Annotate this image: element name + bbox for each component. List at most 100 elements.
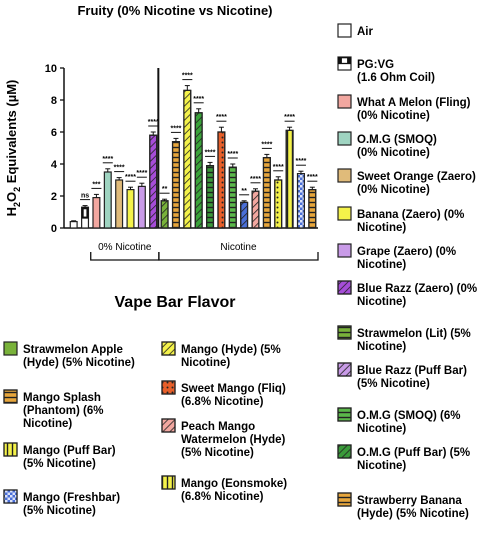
sig-label: **** (307, 174, 318, 181)
legend-item: Blue Razz (Zaero) (0% Nicotine) (337, 280, 477, 308)
bar (262, 157, 271, 229)
legend-label: Mango (Hyde) (5% Nicotine) (181, 344, 281, 369)
sig-label: **** (114, 165, 125, 172)
sig-label: **** (261, 141, 272, 148)
legend-swatch (337, 362, 352, 377)
sig-label: **** (205, 149, 216, 156)
legend-item: What A Melon (Fling) (0% Nicotine) (337, 94, 471, 122)
bar (285, 129, 294, 229)
legend-swatch (3, 442, 18, 457)
chart-title: Fruity (0% Nicotine vs Nicotine) (77, 3, 272, 18)
legend-label: Grape (Zaero) (0% Nicotine) (357, 246, 456, 271)
legend-swatch (3, 389, 18, 404)
legend-item: Sweet Mango (Fliq) (6.8% Nicotine) (161, 380, 286, 408)
legend-label: Banana (Zaero) (0% Nicotine) (357, 209, 464, 234)
y-axis-label: H2O2 Equivalents (µM) (4, 80, 22, 217)
sig-label: ** (241, 188, 247, 195)
sig-label: **** (136, 170, 147, 177)
bar (81, 206, 90, 229)
sig-label: ns (81, 193, 89, 200)
legend-swatch (161, 341, 176, 356)
legend-swatch (337, 243, 352, 258)
legend-item: Strawmelon Apple (Hyde) (5% Nicotine) (3, 341, 135, 369)
legend-item: O.M.G (SMOQ) (0% Nicotine) (337, 131, 437, 159)
legend-item: Air (337, 23, 374, 38)
y-tick-label: 6 (51, 127, 57, 139)
legend-swatch (337, 280, 352, 295)
legend-swatch (337, 444, 352, 459)
legend-swatch (161, 475, 176, 490)
y-tick-label: 4 (51, 159, 58, 171)
legend-label: Peach Mango Watermelon (Hyde) (5% Nicotine… (181, 421, 286, 459)
legend-item: Banana (Zaero) (0% Nicotine) (337, 206, 464, 234)
bar (228, 166, 237, 229)
legend-item: Mango (Eonsmoke) (6.8% Nicotine) (161, 475, 287, 503)
sig-label: **** (273, 164, 284, 171)
legend-item: O.M.G (Puff Bar) (5% Nicotine) (337, 444, 470, 472)
bar (137, 185, 146, 229)
sig-label: *** (92, 181, 100, 188)
sig-label: **** (193, 96, 204, 103)
bar (183, 89, 192, 229)
legend-swatch (337, 56, 352, 71)
legend-label: Air (357, 26, 374, 38)
legend-label: O.M.G (SMOQ) (6% Nicotine) (357, 410, 461, 435)
sig-label: ** (162, 186, 168, 193)
legend-item: Mango (Freshbar) (5% Nicotine) (3, 489, 120, 517)
sig-label: **** (148, 119, 159, 126)
legend-bottom-col1: Strawmelon Apple (Hyde) (5% Nicotine) Mang… (3, 341, 135, 517)
bar (194, 112, 203, 229)
bar (251, 190, 260, 229)
bar (126, 189, 135, 229)
legend-swatch (337, 325, 352, 340)
legend-label: Sweet Orange (Zaero) (0% Nicotine) (357, 171, 476, 196)
bar (103, 171, 112, 229)
legend-item: Mango Splash (Phantom) (6% Nicotine) (3, 389, 104, 430)
sig-label: **** (216, 114, 227, 121)
sig-label: **** (284, 114, 295, 121)
legend-label: PG:VG (1.6 Ohm Coil) (357, 59, 435, 84)
legend-swatch (337, 492, 352, 507)
group-bracket (158, 252, 319, 261)
bar (115, 179, 124, 229)
x-axis-title: Vape Bar Flavor (115, 294, 236, 311)
bar (296, 173, 305, 229)
legend-item: O.M.G (SMOQ) (6% Nicotine) (337, 407, 461, 435)
sig-label: **** (102, 156, 113, 163)
legend-label: Mango (Puff Bar) (5% Nicotine) (23, 445, 116, 470)
legend-label: Blue Razz (Puff Bar) (5% Nicotine) (357, 365, 467, 390)
legend-item: PG:VG (1.6 Ohm Coil) (337, 56, 435, 84)
y-tick-label: 0 (51, 223, 57, 235)
legend-label: Blue Razz (Zaero) (0% Nicotine) (357, 283, 477, 308)
bar (92, 197, 101, 229)
bar (160, 200, 169, 229)
sig-label: **** (182, 73, 193, 80)
bar (274, 179, 283, 229)
legend-item: Strawberry Banana (Hyde) (5% Nicotine) (337, 492, 469, 520)
group-brackets: 0% Nicotine Nicotine (90, 242, 319, 261)
legend-swatch (337, 23, 352, 38)
y-tick-label: 8 (51, 95, 57, 107)
sig-label: **** (171, 125, 182, 132)
legend-label: Strawberry Banana (Hyde) (5% Nicotine) (357, 495, 469, 520)
legend-label: What A Melon (Fling) (0% Nicotine) (357, 97, 471, 122)
legend-item: Peach Mango Watermelon (Hyde) (5% Nicotine… (161, 418, 286, 459)
bar (69, 221, 78, 229)
legend-label: Strawmelon (Lit) (5% Nicotine) (357, 328, 471, 353)
bar (240, 201, 249, 229)
legend-label: Strawmelon Apple (Hyde) (5% Nicotine) (23, 344, 135, 369)
legend-item: Mango (Hyde) (5% Nicotine) (161, 341, 281, 369)
legend-label: O.M.G (SMOQ) (0% Nicotine) (357, 134, 437, 159)
sig-label: **** (250, 176, 261, 183)
legend-item: Grape (Zaero) (0% Nicotine) (337, 243, 456, 271)
legend-label: Sweet Mango (Fliq) (6.8% Nicotine) (181, 383, 286, 408)
legend-item: Sweet Orange (Zaero) (0% Nicotine) (337, 168, 476, 196)
bar (308, 189, 317, 229)
group-bracket (90, 252, 160, 261)
legend-label: Mango Splash (Phantom) (6% Nicotine) (23, 392, 104, 430)
sig-label: **** (125, 174, 136, 181)
bar (171, 141, 180, 229)
legend-swatch (161, 380, 176, 395)
legend-label: O.M.G (Puff Bar) (5% Nicotine) (357, 447, 470, 472)
